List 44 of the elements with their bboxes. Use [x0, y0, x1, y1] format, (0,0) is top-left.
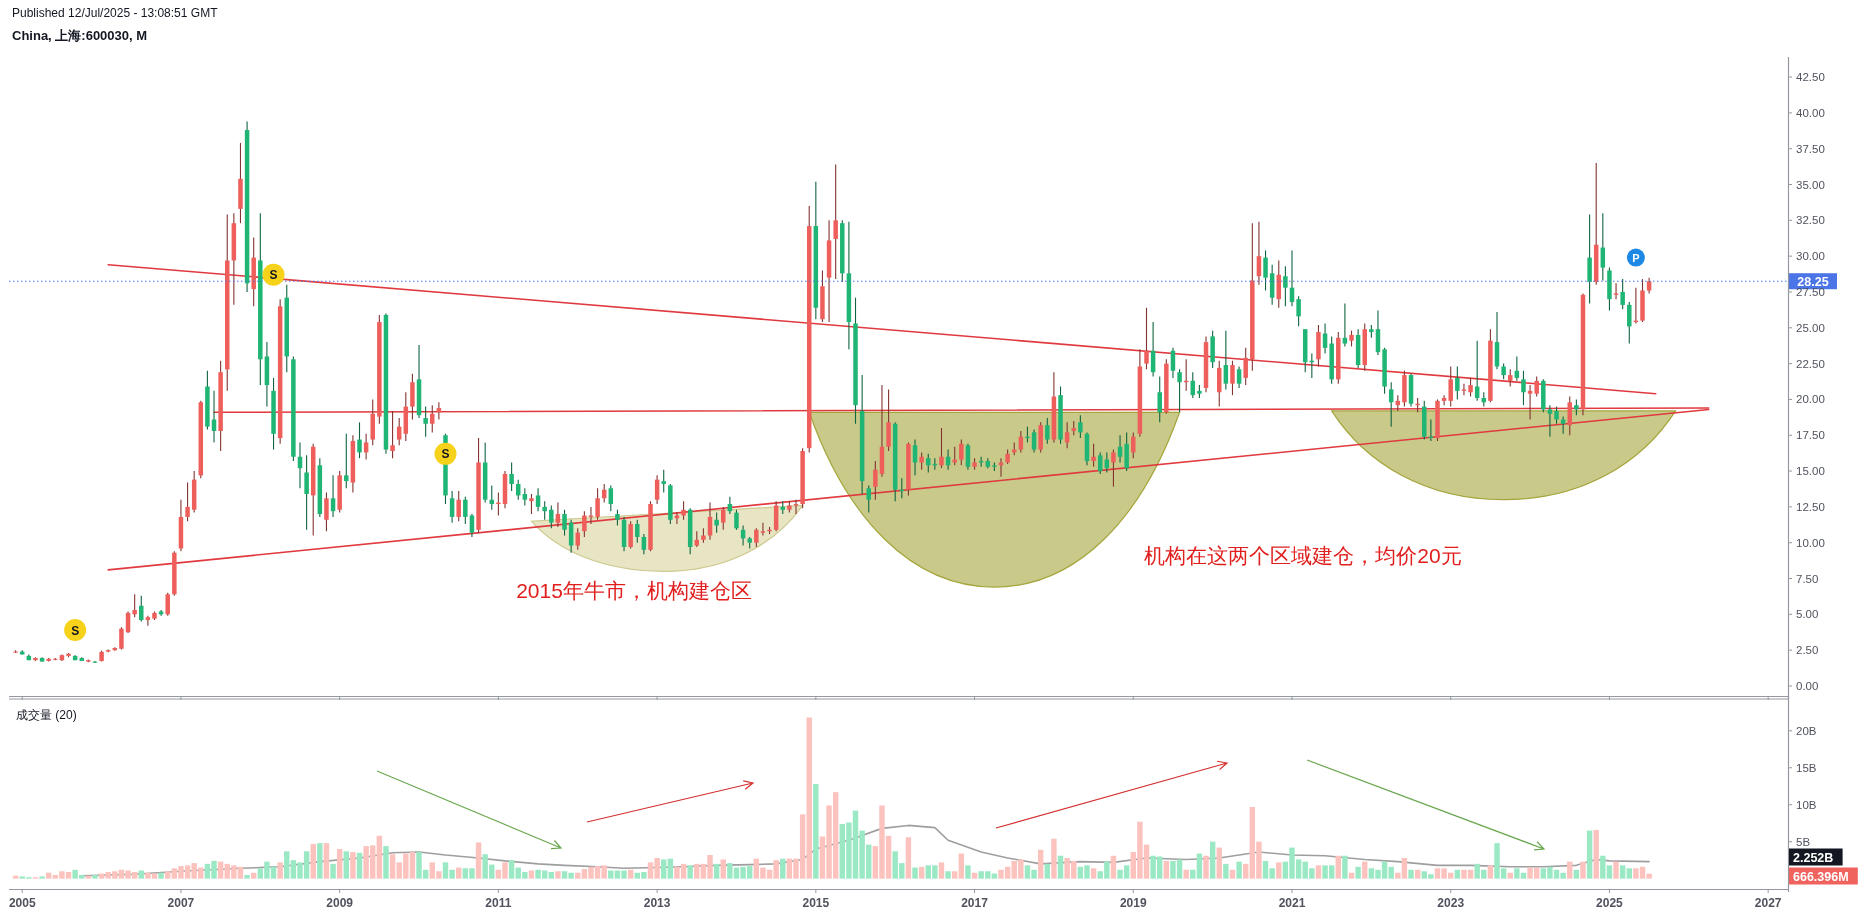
y-tick-label: 20B — [1796, 724, 1817, 737]
annotation: S — [269, 268, 278, 283]
y-tick-label: 30.00 — [1796, 250, 1825, 263]
y-tick-label: 12.50 — [1796, 500, 1825, 513]
annotation: P — [1632, 252, 1640, 265]
x-tick-label: 2005 — [8, 896, 36, 910]
y-tick-label: 17.50 — [1796, 429, 1825, 442]
x-tick-label: 2007 — [167, 896, 195, 910]
text: 成交量 (20) — [16, 708, 77, 722]
y-tick-label: 22.50 — [1796, 357, 1825, 370]
y-tick-label: 35.00 — [1796, 178, 1825, 191]
x-tick-label: 2011 — [485, 896, 512, 910]
chart-title: China, 上海:600030, M — [12, 28, 148, 43]
y-tick-label: 2.50 — [1796, 644, 1819, 657]
y-tick-label: 15B — [1796, 761, 1817, 774]
x-tick-label: 2013 — [643, 896, 671, 910]
annotation: S — [71, 623, 80, 638]
x-tick-label: 2021 — [1278, 896, 1306, 910]
y-tick-label: 32.50 — [1796, 214, 1825, 227]
y-tick-label: 10.00 — [1796, 536, 1825, 549]
y-tick-label: 20.00 — [1796, 393, 1825, 406]
y-tick-label: 7.50 — [1796, 572, 1819, 585]
y-tick-label: 15.00 — [1796, 465, 1825, 478]
y-tick-label: 10B — [1796, 798, 1817, 811]
text: 2.252B — [1793, 850, 1834, 865]
y-tick-label: 5.00 — [1796, 608, 1819, 621]
x-tick-label: 2019 — [1119, 896, 1147, 910]
text: Published 12/Jul/2025 - 13:08:51 GMT — [12, 6, 219, 20]
x-tick-label: 2015 — [802, 896, 830, 910]
y-tick-label: 5B — [1796, 835, 1811, 848]
x-tick-label: 2023 — [1437, 896, 1465, 910]
x-tick-label: 2009 — [326, 896, 354, 910]
x-tick-label: 2025 — [1596, 896, 1624, 910]
y-tick-label: 0.00 — [1796, 679, 1819, 692]
annotation: 机构在这两个区域建仓，均价20元 — [1144, 544, 1462, 567]
annotation: 2015年牛市，机构建仓区 — [516, 579, 752, 602]
y-tick-label: 37.50 — [1796, 142, 1825, 155]
x-tick-label: 2017 — [961, 896, 989, 910]
text: 666.396M — [1793, 869, 1849, 884]
x-tick-label: 2027 — [1754, 896, 1782, 910]
y-tick-label: 40.00 — [1796, 106, 1825, 119]
y-tick-label: 25.00 — [1796, 321, 1825, 334]
y-tick-label: 42.50 — [1796, 71, 1825, 84]
annotation: S — [441, 447, 450, 462]
